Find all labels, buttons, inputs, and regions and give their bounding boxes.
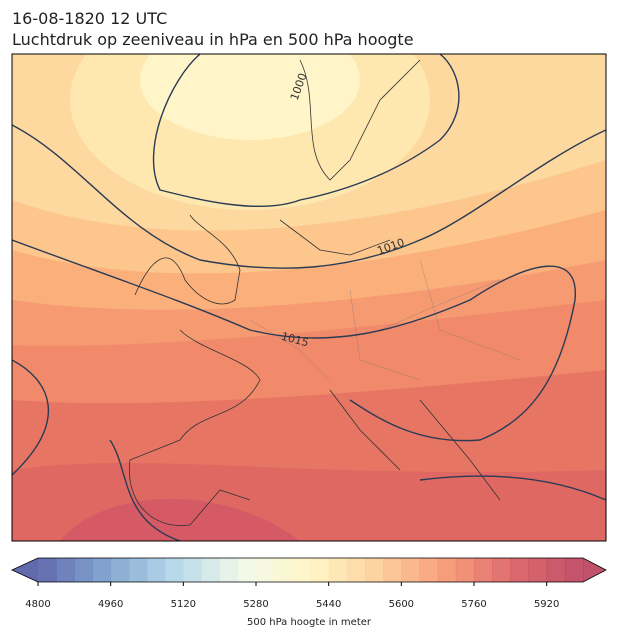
colorbar-bin [92, 558, 112, 582]
colorbar-bin [546, 558, 566, 582]
colorbar-bin [474, 558, 493, 582]
colorbar-tick-label: 4960 [98, 599, 123, 610]
colorbar-bin [274, 558, 293, 582]
colorbar-bin [201, 558, 221, 582]
colorbar-bin [455, 558, 475, 582]
isobar [152, 54, 460, 208]
colorbar-bin [383, 558, 402, 582]
colorbar-bin [346, 558, 366, 582]
colorbar-bin [365, 558, 384, 582]
colorbar-bin [183, 558, 202, 582]
colorbar-frame [11, 557, 607, 583]
colorbar-bin [437, 558, 457, 582]
colorbar-tick-label: 5760 [461, 599, 486, 610]
band [140, 54, 360, 140]
colorbar-bin [292, 558, 311, 582]
colorbar-bin [564, 558, 584, 582]
colorbar-bin [401, 558, 420, 582]
colorbar-bin [310, 558, 330, 582]
colorbar-bin [219, 558, 239, 582]
colorbar-bin [510, 558, 529, 582]
coastline [128, 59, 501, 526]
isobar [12, 124, 606, 269]
subtitle: Luchtdruk op zeeniveau in hPa en 500 hPa… [12, 30, 414, 49]
colorbar-tick-label: 4800 [25, 599, 50, 610]
colorbar-bin [492, 558, 511, 582]
isobar [12, 239, 576, 442]
colorbar: 4800 4960 5120 5280 5440 5600 5760 5920 [11, 557, 607, 610]
colorbar-bin [56, 558, 75, 582]
colorbar-tick-label: 5600 [389, 599, 414, 610]
map [12, 54, 606, 541]
colorbar-bin [256, 558, 275, 582]
border [249, 259, 521, 381]
colorbar-bin [147, 558, 166, 582]
colorbar-extend [583, 558, 606, 582]
colorbar-tick-label: 5920 [534, 599, 559, 610]
isobar [12, 359, 606, 541]
colorbar-bin [110, 558, 130, 582]
colorbar-bin [165, 558, 184, 582]
colorbar-extend [12, 558, 38, 582]
colorbar-tick-label: 5440 [316, 599, 341, 610]
colorbar-bin [419, 558, 439, 582]
colorbar-bin [528, 558, 548, 582]
colorbar-bin [237, 558, 257, 582]
colorbar-bin [328, 558, 348, 582]
band [60, 498, 300, 541]
colorbar-tick-label: 5120 [171, 599, 196, 610]
colorbar-bin [128, 558, 148, 582]
colorbar-tick-label: 5280 [243, 599, 268, 610]
colorbar-bin [74, 558, 93, 582]
map-frame [11, 53, 607, 542]
colorbar-bin [38, 558, 57, 582]
colorbar-label: 500 hPa hoogte in meter [247, 617, 372, 628]
title: 16-08-1820 12 UTC [12, 9, 167, 28]
